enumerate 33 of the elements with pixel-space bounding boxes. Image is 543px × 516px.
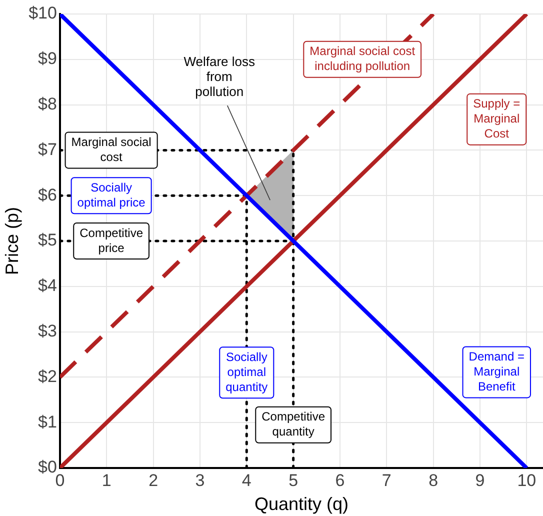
y-tick-label: $10 [28,4,57,23]
annotation: Socially optimal quantity [226,350,268,394]
x-tick-label: 0 [55,470,65,490]
annotation: Competitive price [80,226,144,255]
y-tick-label: $9 [38,49,57,68]
x-tick-label: 4 [242,470,252,490]
annotation: Welfare loss from pollution [184,54,256,100]
x-axis-title: Quantity (q) [254,494,349,514]
y-tick-label: $8 [38,94,57,114]
series-label: Supply = Marginal Cost [473,96,520,141]
y-tick-label: $1 [38,412,57,432]
y-tick-label: $7 [38,140,57,159]
x-tick-label: 1 [102,470,112,490]
x-tick-label: 10 [517,470,536,490]
series-label: Marginal social cost including pollution [310,44,416,74]
annotation: Socially optimal price [77,180,146,210]
x-tick-label: 3 [195,470,205,490]
annotation: Marginal social cost [71,135,152,164]
series-label: Demand = Marginal Benefit [468,350,524,394]
y-axis-title: Price (p) [2,206,22,276]
x-tick-label: 5 [288,470,298,490]
x-tick-label: 8 [428,470,438,490]
y-tick-label: $5 [38,230,57,250]
y-tick-label: $4 [38,276,57,296]
x-tick-label: 7 [382,470,392,490]
y-tick-label: $0 [38,458,57,477]
y-tick-label: $6 [38,185,57,204]
annotation: Competitive quantity [262,410,326,439]
y-tick-label: $2 [38,366,57,386]
x-tick-label: 2 [148,470,158,490]
x-tick-label: 6 [335,470,345,490]
x-tick-label: 9 [475,470,485,490]
y-tick-label: $3 [38,321,57,340]
